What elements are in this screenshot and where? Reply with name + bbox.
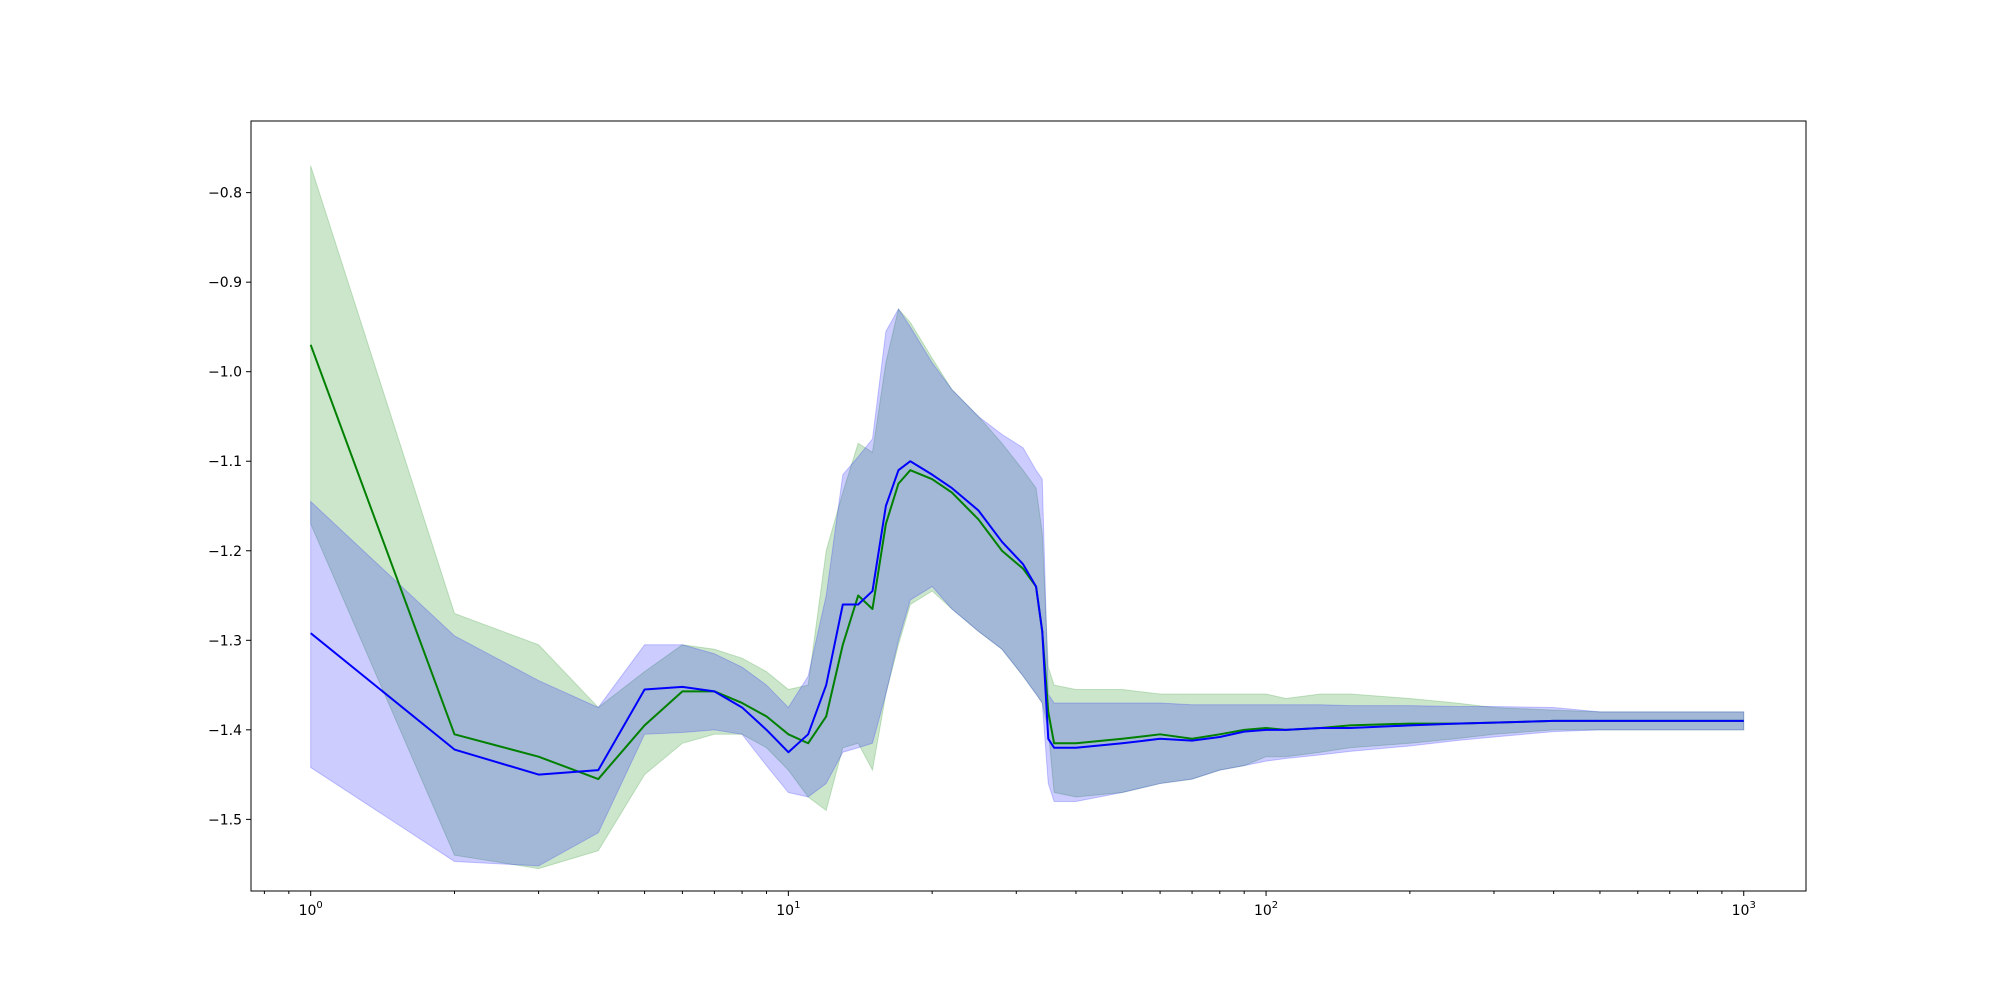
y-tick-label: −1.1 bbox=[208, 454, 242, 470]
y-tick-label: −1.2 bbox=[208, 544, 242, 560]
plot-area bbox=[309, 165, 1745, 870]
axes-frame bbox=[250, 120, 1807, 892]
x-tick-label: 102 bbox=[1254, 900, 1278, 919]
series-1-line bbox=[310, 460, 1744, 776]
y-tick-label: −0.8 bbox=[208, 186, 242, 202]
y-tick-label: −1.0 bbox=[208, 365, 242, 381]
y-tick-label: −1.4 bbox=[208, 723, 242, 739]
y-tick-label: −1.3 bbox=[208, 633, 242, 649]
y-tick-label: −1.5 bbox=[208, 812, 242, 828]
x-tick-label: 100 bbox=[299, 900, 323, 919]
y-tick-label: −0.9 bbox=[208, 275, 242, 291]
series-0-band bbox=[310, 165, 1745, 870]
series-0-line bbox=[309, 344, 1744, 781]
x-tick-label: 103 bbox=[1732, 900, 1756, 919]
axes: −0.8 −0.9 −1.0 −1.1 −1.2 −1.3 −1.4 −1.5 100 101 10… bbox=[208, 120, 1807, 919]
x-tick-label: 101 bbox=[776, 900, 800, 919]
plot-content bbox=[309, 165, 1745, 870]
